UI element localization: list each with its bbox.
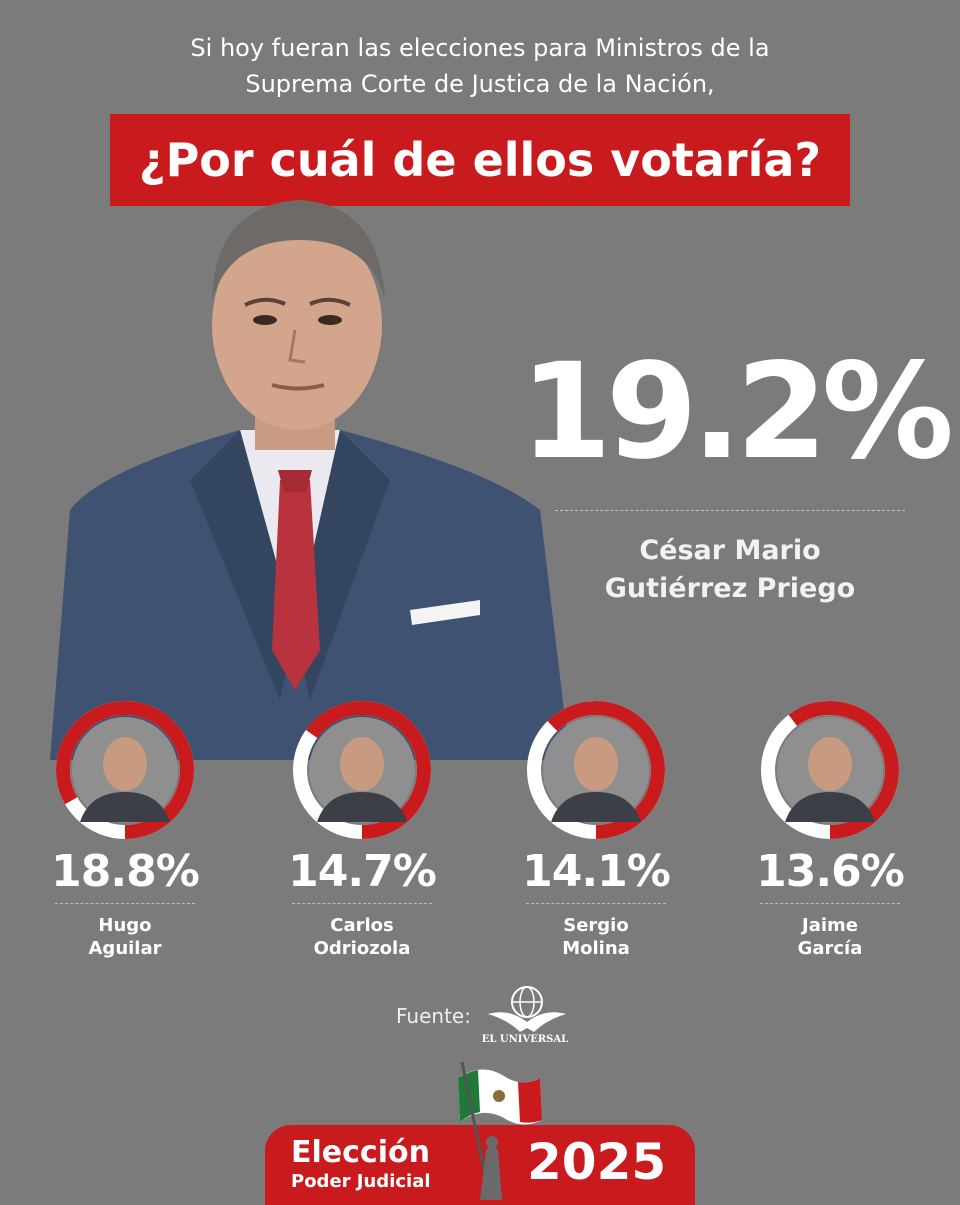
leader-name: César Mario Gutiérrez Priego	[540, 532, 920, 608]
candidate-ring	[761, 701, 899, 839]
ring-fill	[527, 701, 665, 839]
mexico-flag-icon	[458, 1061, 542, 1200]
candidate-name-line-1: Hugo	[98, 915, 152, 936]
candidate-divider	[526, 903, 666, 904]
avatar-head	[574, 737, 618, 791]
ring-fill	[56, 701, 194, 839]
candidate-card: 13.6% Jaime García	[755, 700, 905, 960]
avatar-body	[785, 792, 875, 822]
intro-line-1: Si hoy fueran las elecciones para Minist…	[190, 34, 770, 62]
leader-divider	[555, 510, 905, 511]
candidate-name: Jaime García	[755, 914, 905, 960]
candidate-percent: 18.8%	[51, 846, 200, 897]
candidate-percent: 14.7%	[288, 846, 437, 897]
candidate-card: 14.7% Carlos Odriozola	[287, 700, 437, 960]
candidate-ring	[56, 701, 194, 839]
leader-name-line-1: César Mario	[639, 535, 821, 566]
candidate-name-line-2: Odriozola	[313, 938, 411, 959]
candidate-name: Hugo Aguilar	[50, 914, 200, 960]
ring-fill	[761, 701, 899, 839]
leader-percent: 19.2%	[520, 335, 954, 489]
question-banner: ¿Por cuál de ellos votaría?	[110, 114, 850, 206]
candidate-name-line-1: Sergio	[563, 915, 629, 936]
candidate-name-line-1: Carlos	[330, 915, 394, 936]
candidate-name-line-2: García	[797, 938, 863, 959]
avatar-head	[808, 737, 852, 791]
intro-text: Si hoy fueran las elecciones para Minist…	[0, 30, 960, 102]
avatar-body	[317, 792, 407, 822]
avatar-body	[551, 792, 641, 822]
intro-line-2: Suprema Corte de Justica de la Nación,	[245, 70, 715, 98]
candidate-percent: 14.1%	[522, 846, 671, 897]
avatar-head	[340, 737, 384, 791]
candidate-name-line-1: Jaime	[802, 915, 858, 936]
candidate-divider	[55, 903, 195, 904]
candidate-name-line-2: Aguilar	[88, 938, 162, 959]
badge-title: Elección	[291, 1135, 430, 1170]
election-badge: Elección Poder Judicial 2025	[265, 1125, 695, 1205]
candidate-divider	[760, 903, 900, 904]
badge-subtitle: Poder Judicial	[291, 1171, 431, 1192]
candidate-card: 18.8% Hugo Aguilar	[50, 700, 200, 960]
candidate-card: 14.1% Sergio Molina	[521, 700, 671, 960]
ring-fill	[293, 701, 431, 839]
source-logo-text: EL UNIVERSAL	[481, 1034, 569, 1045]
candidate-percent: 13.6%	[756, 846, 905, 897]
candidate-name: Sergio Molina	[521, 914, 671, 960]
candidate-divider	[292, 903, 432, 904]
avatar-body	[80, 792, 170, 822]
avatar-head	[103, 737, 147, 791]
candidate-name: Carlos Odriozola	[287, 914, 437, 960]
candidate-name-line-2: Molina	[562, 938, 630, 959]
badge-year: 2025	[527, 1133, 667, 1191]
candidate-ring	[527, 701, 665, 839]
leader-photo	[50, 200, 570, 760]
candidate-ring	[293, 701, 431, 839]
source-label: Fuente:	[396, 1004, 471, 1028]
leader-name-line-2: Gutiérrez Priego	[604, 573, 856, 604]
eagle-globe-icon	[488, 986, 566, 1032]
